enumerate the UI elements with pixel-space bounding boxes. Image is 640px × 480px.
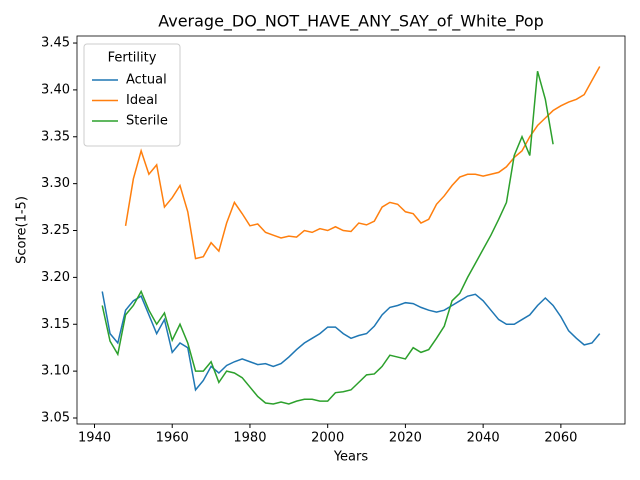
legend-label: Actual	[126, 73, 167, 88]
y-tick-label: 3.15	[41, 317, 70, 332]
x-tick-label: 1980	[233, 431, 266, 446]
y-tick-label: 3.35	[41, 129, 70, 144]
y-tick-label: 3.05	[41, 411, 70, 426]
y-tick-label: 3.25	[41, 223, 70, 238]
y-tick-label: 3.45	[41, 36, 70, 51]
x-tick-label: 1940	[78, 431, 111, 446]
y-tick-label: 3.10	[41, 364, 70, 379]
legend-label: Sterile	[126, 114, 168, 129]
x-tick-label: 2060	[544, 431, 577, 446]
y-tick-label: 3.30	[41, 176, 70, 191]
x-tick-label: 1960	[156, 431, 189, 446]
y-tick-label: 3.40	[41, 82, 70, 97]
legend-label: Ideal	[126, 93, 158, 108]
series-line	[124, 66, 601, 260]
y-tick-label: 3.20	[41, 270, 70, 285]
y-axis-label: Score(1-5)	[15, 196, 30, 264]
x-tick-label: 2000	[311, 431, 344, 446]
series-line	[101, 291, 601, 392]
x-tick-label: 2020	[389, 431, 422, 446]
chart-title: Average_DO_NOT_HAVE_ANY_SAY_of_White_Pop	[158, 12, 544, 32]
x-tick-label: 2040	[467, 431, 500, 446]
legend-title: Fertility	[108, 51, 157, 66]
plot-frame	[76, 35, 626, 425]
series-line	[101, 70, 554, 405]
x-axis-label: Years	[333, 450, 369, 465]
